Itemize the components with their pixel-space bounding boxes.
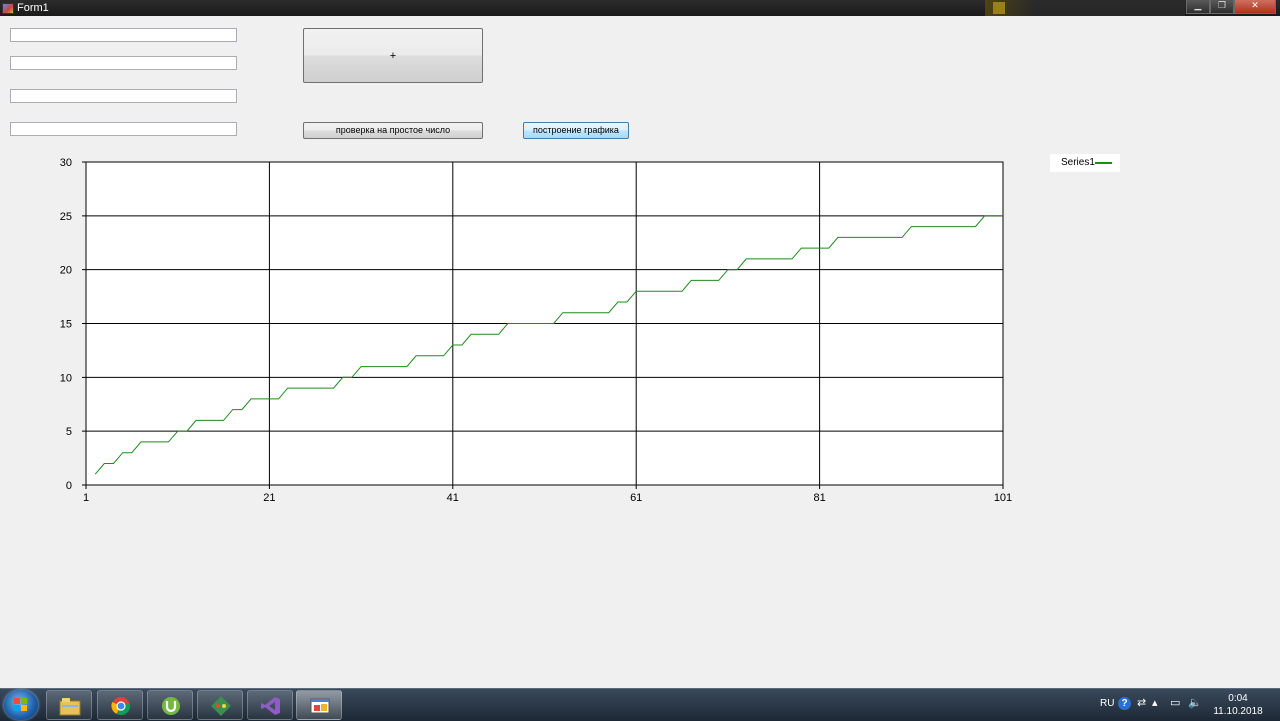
taskbar-explorer[interactable]: [46, 690, 92, 720]
system-clock[interactable]: 0:04 11.10.2018: [1210, 692, 1266, 718]
plus-button[interactable]: +: [303, 28, 483, 83]
y-tick-label: 15: [60, 319, 72, 331]
utorrent-icon: [162, 697, 180, 715]
form-app-icon: [310, 698, 330, 714]
taskbar-git[interactable]: [197, 690, 243, 720]
show-hidden-icons-icon[interactable]: ▴: [1152, 696, 1158, 709]
textbox-4[interactable]: [10, 122, 237, 136]
chart-legend: Series1: [1050, 154, 1120, 172]
language-indicator[interactable]: RU: [1100, 698, 1115, 709]
window-title: Form1: [17, 2, 49, 14]
visual-studio-icon: [261, 697, 280, 715]
git-icon: [211, 696, 231, 716]
network-icon[interactable]: ▭: [1170, 696, 1181, 709]
tray-app-icon[interactable]: ⇄: [1137, 696, 1147, 709]
windows-logo-icon: [14, 698, 28, 712]
y-tick-label: 30: [60, 157, 72, 169]
clock-time: 0:04: [1228, 693, 1248, 704]
window-titlebar: Form1 ▁ ❐ ✕: [0, 0, 1280, 16]
x-tick-label: 81: [813, 492, 825, 504]
x-tick-label: 1: [83, 492, 89, 504]
textbox-1[interactable]: [10, 28, 237, 42]
volume-icon[interactable]: 🔈: [1188, 696, 1202, 709]
textbox-3[interactable]: [10, 89, 237, 103]
legend-series-swatch: [1095, 162, 1112, 164]
taskbar-chrome[interactable]: [97, 690, 143, 720]
start-button[interactable]: [4, 690, 38, 720]
form-app-icon: [2, 3, 14, 14]
window-controls: ▁ ❐ ✕: [1186, 0, 1276, 14]
close-button[interactable]: ✕: [1234, 0, 1276, 14]
series-line: [94, 215, 1003, 475]
x-tick-label: 41: [447, 492, 459, 504]
x-tick-label: 101: [994, 492, 1012, 504]
y-tick-label: 5: [66, 426, 72, 438]
chrome-icon: [111, 697, 131, 716]
legend-series-label: Series1: [1061, 157, 1095, 168]
taskbar-visual-studio[interactable]: [247, 690, 293, 720]
taskbar-form-app[interactable]: [296, 690, 342, 720]
chart-canvas: 0 5 10 15 20 25 30 1 21 41 61 81 101: [60, 157, 1012, 504]
help-icon[interactable]: ?: [1118, 697, 1131, 710]
maximize-button[interactable]: ❐: [1210, 0, 1234, 14]
taskbar-utorrent[interactable]: [147, 690, 193, 720]
taskbar: RU ? ⇄ ▴ ▭ 🔈 0:04 11.10.2018: [0, 688, 1280, 721]
plot-chart-button[interactable]: построение графика: [523, 122, 629, 139]
explorer-icon: [59, 698, 81, 716]
x-tick-label: 61: [630, 492, 642, 504]
minimize-button[interactable]: ▁: [1186, 0, 1210, 14]
x-tick-label: 21: [263, 492, 275, 504]
y-tick-label: 0: [66, 480, 72, 492]
y-tick-label: 10: [60, 372, 72, 384]
line-chart: 0 5 10 15 20 25 30 1 21 41 61 81 101: [0, 150, 1280, 510]
y-tick-label: 20: [60, 265, 72, 277]
clock-date: 11.10.2018: [1213, 706, 1263, 717]
textbox-2[interactable]: [10, 56, 237, 70]
prime-check-button[interactable]: проверка на простое число: [303, 122, 483, 139]
background-window-tab[interactable]: [985, 0, 1185, 16]
y-tick-label: 25: [60, 211, 72, 223]
